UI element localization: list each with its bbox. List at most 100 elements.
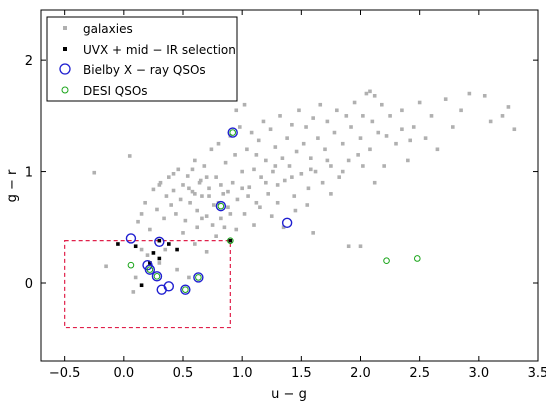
galaxy-point xyxy=(275,183,280,187)
galaxy-point xyxy=(183,218,188,223)
galaxy-point xyxy=(275,200,280,205)
bielby-qso-point xyxy=(281,217,293,229)
galaxy-point xyxy=(242,212,247,216)
galaxy-point xyxy=(406,158,410,163)
galaxy-point xyxy=(400,127,404,132)
x-tick-label: 0.0 xyxy=(113,366,134,381)
galaxy-point xyxy=(233,153,237,157)
galaxy-point xyxy=(285,136,289,140)
x-axis-label: u − g xyxy=(271,387,307,402)
galaxy-point xyxy=(423,136,428,140)
galaxy-point xyxy=(268,127,273,132)
desi-qso-point xyxy=(414,255,421,262)
galaxy-point xyxy=(185,174,190,178)
galaxy-point xyxy=(349,125,353,129)
uvx-point xyxy=(116,242,120,246)
x-tick-label: 2.5 xyxy=(409,366,430,381)
galaxy-point xyxy=(329,164,333,168)
galaxy-point xyxy=(299,172,304,176)
galaxy-point xyxy=(219,216,223,221)
galaxy-point xyxy=(318,102,323,107)
galaxy-point xyxy=(429,114,434,118)
galaxy-point xyxy=(254,200,259,205)
x-tick-label: 3.0 xyxy=(468,366,489,381)
legend-label-desi: DESI QSOs xyxy=(83,84,148,98)
galaxy-point xyxy=(316,136,320,140)
bielby-qso-point xyxy=(163,281,175,292)
galaxy-point xyxy=(197,180,202,185)
galaxy-point xyxy=(346,158,351,163)
galaxy-point xyxy=(242,102,247,107)
galaxy-point xyxy=(388,114,392,118)
bielby-qso-point xyxy=(215,200,227,212)
galaxy-point xyxy=(294,149,299,154)
bielby-qso-point xyxy=(125,233,137,244)
galaxy-point xyxy=(340,141,345,146)
galaxy-point xyxy=(226,189,230,194)
galaxy-point xyxy=(459,108,463,113)
desi-qso-point xyxy=(153,273,161,280)
uvx-point xyxy=(157,256,162,261)
galaxy-point xyxy=(207,186,211,191)
galaxy-point xyxy=(352,100,357,105)
galaxy-point xyxy=(256,138,261,143)
galaxy-point xyxy=(157,261,162,265)
uvx-point xyxy=(139,283,144,288)
galaxy-point xyxy=(176,167,181,172)
galaxy-point xyxy=(193,158,197,163)
galaxy-point xyxy=(209,147,214,152)
uvx-point xyxy=(148,261,152,265)
legend-marker-bielby xyxy=(59,63,71,75)
galaxy-point xyxy=(411,125,416,129)
galaxy-point xyxy=(297,108,301,113)
galaxy-point xyxy=(92,170,97,175)
galaxy-point xyxy=(467,91,472,96)
galaxy-point xyxy=(329,192,333,196)
galaxy-point xyxy=(214,175,218,179)
galaxy-point xyxy=(266,192,270,196)
y-tick-label: 1 xyxy=(25,166,33,181)
y-axis-ticks: 0 1 2 xyxy=(25,54,538,292)
legend-label-uvx: UVX + mid − IR selection xyxy=(83,43,236,57)
galaxy-point xyxy=(202,164,207,168)
galaxy-point xyxy=(228,212,233,216)
bielby-qso-point xyxy=(180,284,191,295)
galaxy-point xyxy=(171,172,176,176)
galaxy-point xyxy=(155,207,159,212)
galaxy-point xyxy=(304,125,308,129)
galaxy-point xyxy=(151,187,156,192)
uvx-point xyxy=(151,251,156,255)
galaxy-point xyxy=(264,180,268,185)
desi-qso-point xyxy=(383,257,390,265)
galaxy-point xyxy=(337,175,341,179)
galaxy-point xyxy=(282,178,287,183)
galaxy-point xyxy=(443,97,448,101)
galaxy-point xyxy=(240,186,244,191)
x-tick-label: 0.5 xyxy=(173,366,194,381)
galaxy-point xyxy=(269,214,274,218)
galaxy-point xyxy=(290,122,294,127)
galaxy-point xyxy=(167,175,171,179)
galaxy-point xyxy=(380,102,384,107)
galaxy-point xyxy=(368,89,372,94)
galaxy-point xyxy=(264,158,268,163)
desi-qso-point xyxy=(182,286,189,293)
galaxy-point xyxy=(384,134,389,138)
galaxy-point xyxy=(204,214,209,218)
x-tick-label: 1.0 xyxy=(232,366,253,381)
bielby-qso-point xyxy=(227,127,238,138)
galaxy-point xyxy=(190,189,195,194)
desi-qso-point xyxy=(127,261,135,269)
galaxy-point xyxy=(171,188,176,193)
legend: galaxies UVX + mid − IR selection Bielby… xyxy=(46,16,238,102)
galaxy-point xyxy=(139,247,144,252)
galaxy-point xyxy=(258,205,262,210)
galaxy-point xyxy=(370,119,375,124)
galaxy-point xyxy=(273,164,278,168)
galaxy-point xyxy=(234,227,239,232)
galaxy-point xyxy=(382,164,386,168)
galaxy-point xyxy=(356,153,360,157)
galaxy-point xyxy=(271,169,275,174)
galaxy-point xyxy=(187,275,191,280)
galaxy-point xyxy=(216,141,221,146)
